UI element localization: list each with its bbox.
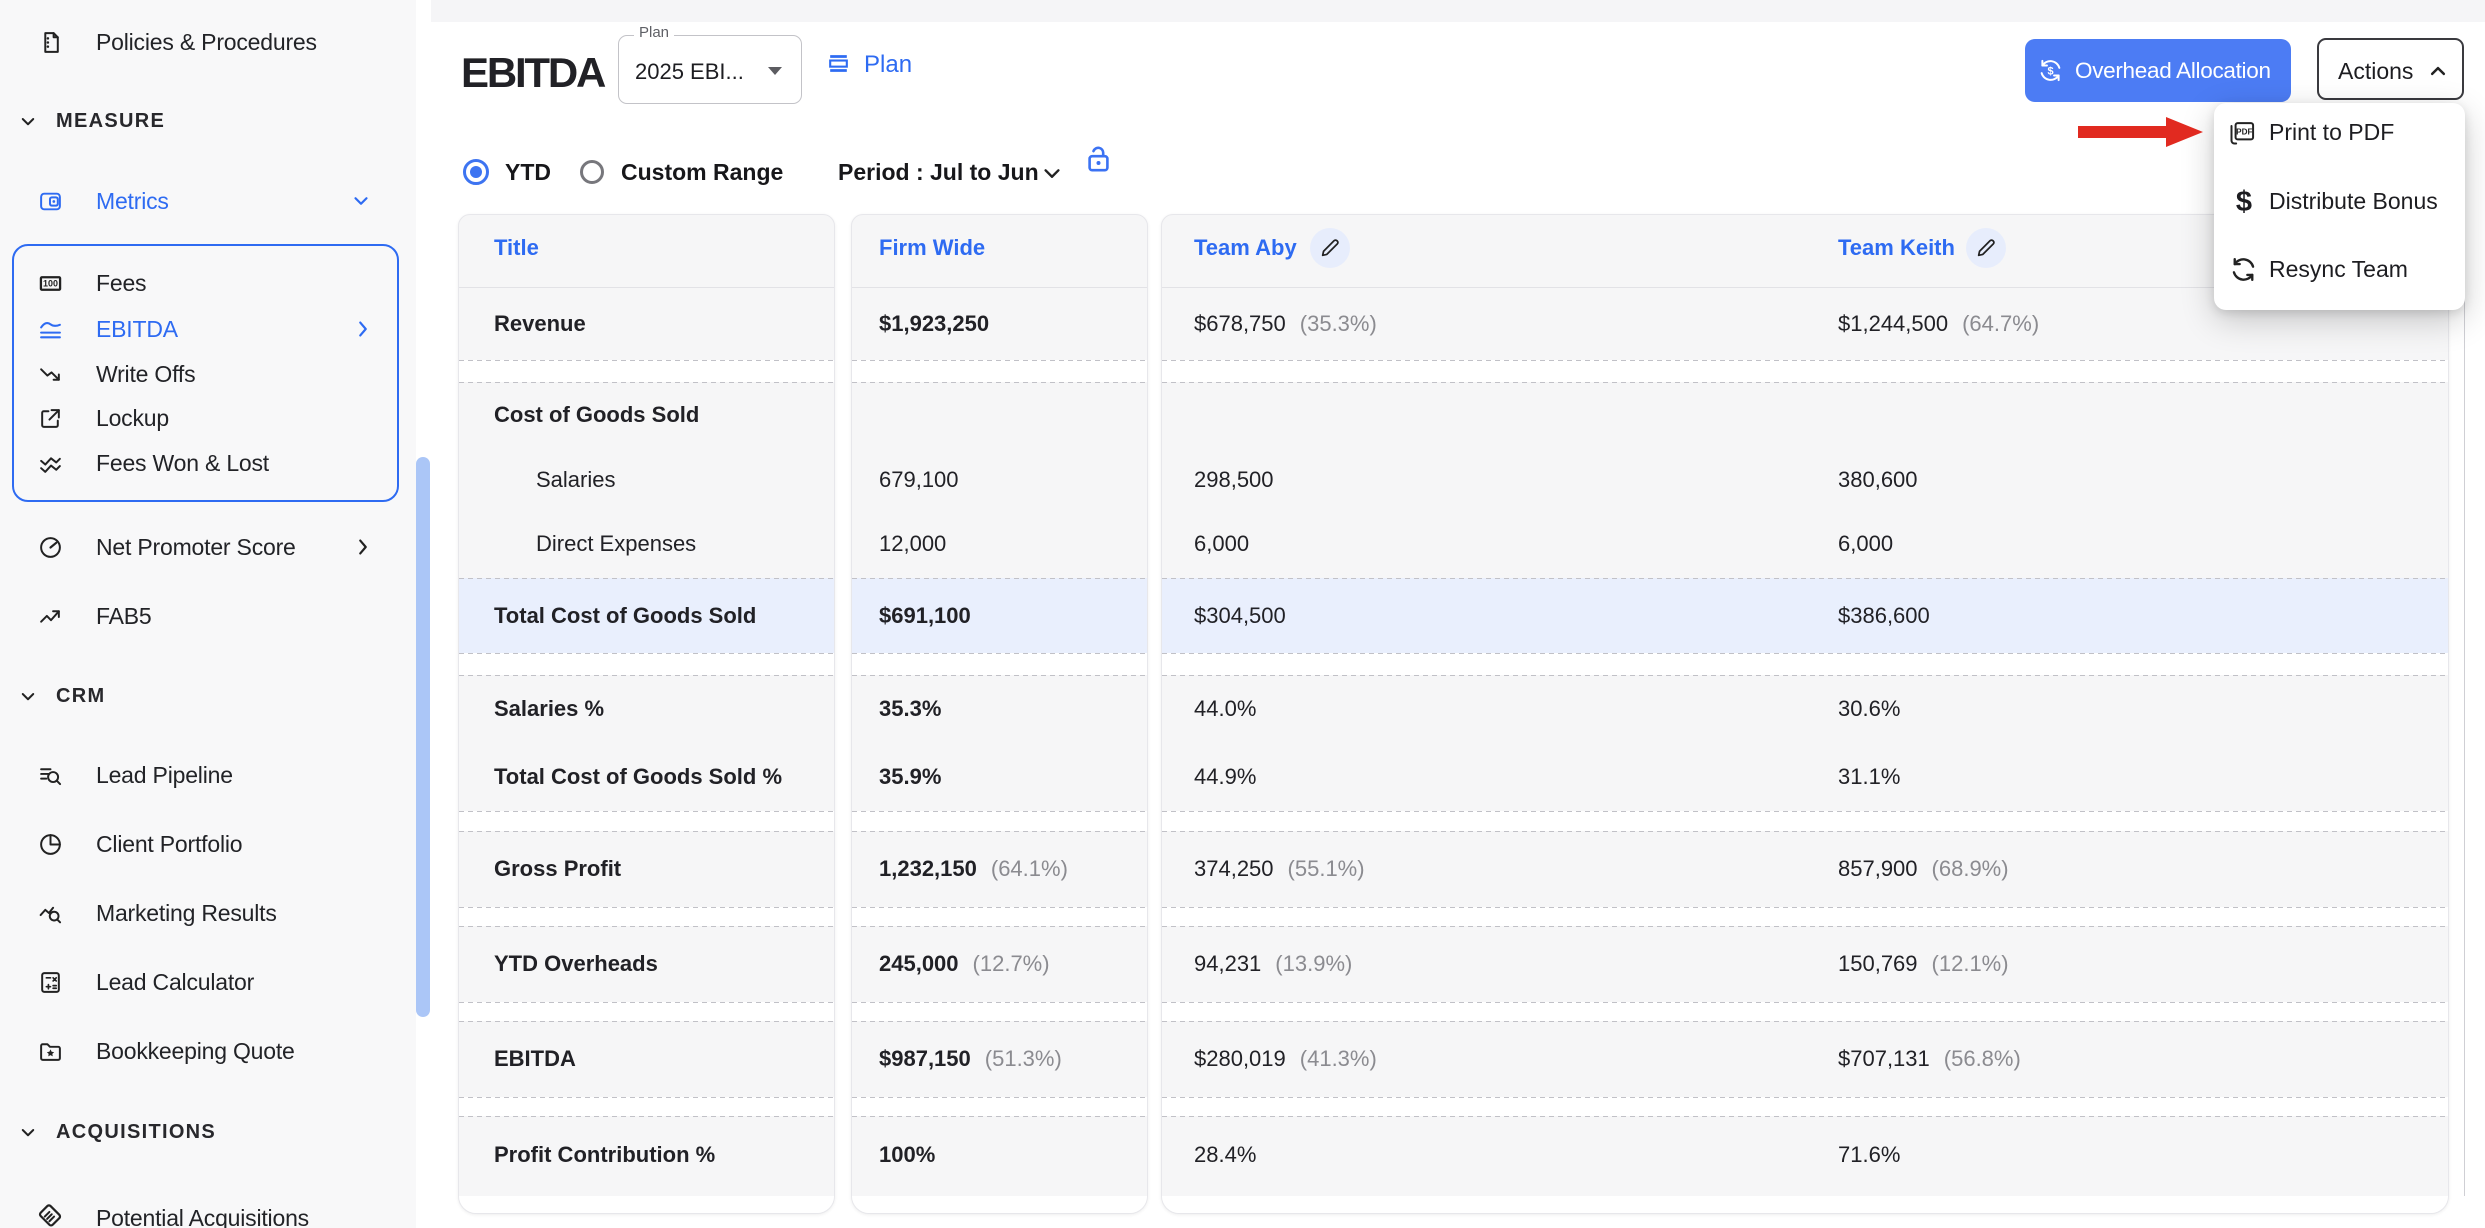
svg-text:100: 100 [43, 279, 58, 289]
svg-text:PDF: PDF [2236, 127, 2252, 136]
svg-text:$: $ [2047, 65, 2053, 77]
